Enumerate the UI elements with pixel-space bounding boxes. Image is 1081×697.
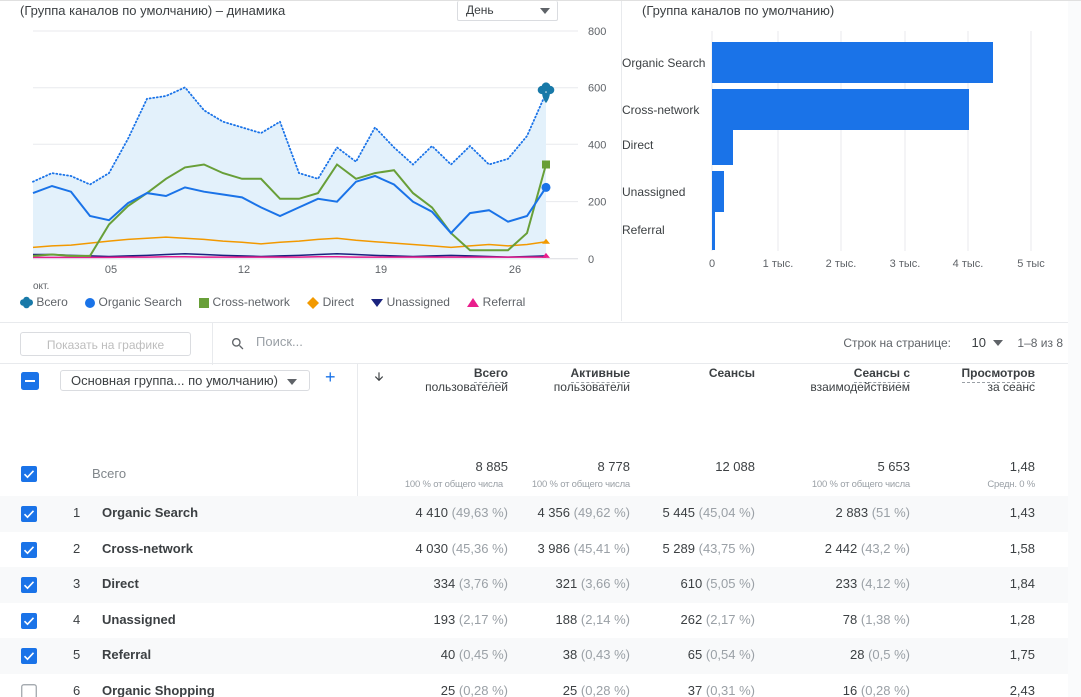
svg-text:26: 26 bbox=[509, 264, 521, 276]
svg-text:800: 800 bbox=[588, 26, 606, 38]
svg-text:Direct: Direct bbox=[622, 138, 654, 152]
svg-text:Referral: Referral bbox=[622, 223, 665, 237]
svg-text:Organic Search: Organic Search bbox=[622, 56, 705, 70]
svg-text:2 тыс.: 2 тыс. bbox=[826, 258, 857, 270]
svg-text:Cross-network: Cross-network bbox=[622, 103, 700, 117]
svg-text:19: 19 bbox=[375, 264, 387, 276]
svg-text:600: 600 bbox=[588, 83, 606, 95]
svg-text:0: 0 bbox=[709, 258, 715, 270]
svg-text:5 тыс: 5 тыс bbox=[1017, 258, 1045, 270]
svg-text:Unassigned: Unassigned bbox=[622, 185, 685, 199]
svg-text:4 тыс.: 4 тыс. bbox=[953, 258, 984, 270]
svg-text:1 тыс.: 1 тыс. bbox=[763, 258, 794, 270]
svg-text:12: 12 bbox=[238, 264, 250, 276]
svg-text:400: 400 bbox=[588, 139, 606, 151]
svg-text:0: 0 bbox=[588, 254, 594, 266]
svg-text:3 тыс.: 3 тыс. bbox=[890, 258, 921, 270]
svg-text:05: 05 bbox=[105, 264, 117, 276]
svg-text:200: 200 bbox=[588, 197, 606, 209]
svg-text:окт.: окт. bbox=[33, 281, 49, 292]
